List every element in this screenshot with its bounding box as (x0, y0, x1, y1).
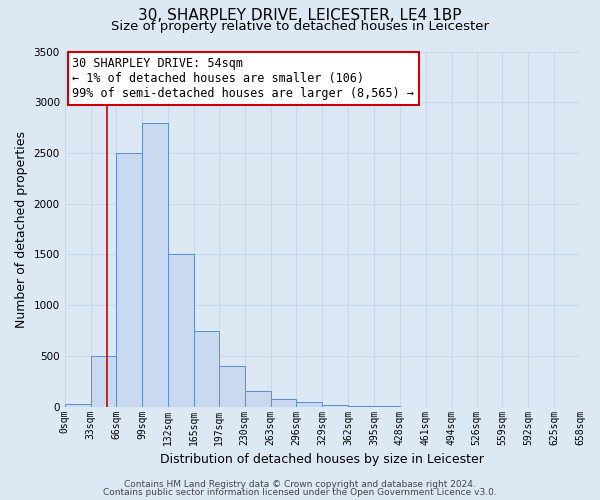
Bar (322, 404, 348, 406)
Text: Contains public sector information licensed under the Open Government Licence v3: Contains public sector information licen… (103, 488, 497, 497)
Bar (194, 330, 219, 406)
Bar (245, 392, 271, 406)
Text: 30 SHARPLEY DRIVE: 54sqm
← 1% of detached houses are smaller (106)
99% of semi-d: 30 SHARPLEY DRIVE: 54sqm ← 1% of detache… (73, 57, 415, 100)
Bar (271, 398, 296, 406)
Bar (296, 402, 322, 406)
X-axis label: Distribution of detached houses by size in Leicester: Distribution of detached houses by size … (160, 453, 484, 466)
Text: Contains HM Land Registry data © Crown copyright and database right 2024.: Contains HM Land Registry data © Crown c… (124, 480, 476, 489)
Bar (168, 254, 194, 406)
Text: Size of property relative to detached houses in Leicester: Size of property relative to detached ho… (111, 20, 489, 33)
Bar (65, 404, 91, 406)
Bar (91, 356, 116, 406)
Bar (116, 153, 142, 406)
Bar (142, 122, 168, 406)
Text: 30, SHARPLEY DRIVE, LEICESTER, LE4 1BP: 30, SHARPLEY DRIVE, LEICESTER, LE4 1BP (138, 8, 462, 22)
Y-axis label: Number of detached properties: Number of detached properties (15, 130, 28, 328)
Bar (219, 366, 245, 406)
